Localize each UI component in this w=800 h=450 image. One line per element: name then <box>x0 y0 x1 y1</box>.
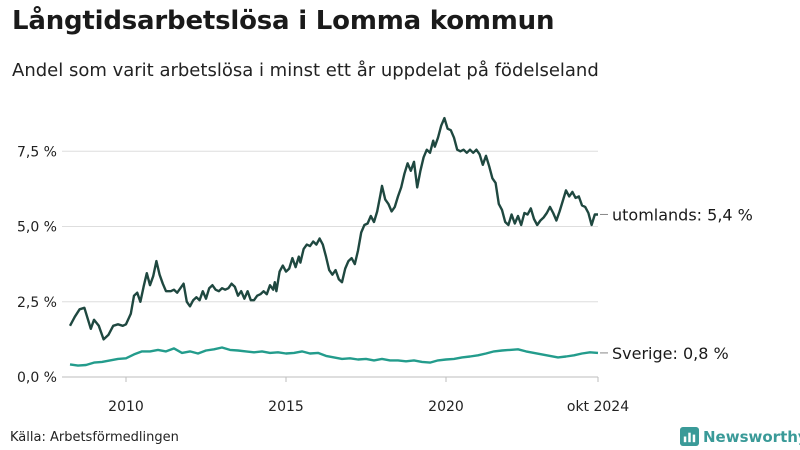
x-tick-label: okt 2024 <box>567 399 629 415</box>
y-tick-label: 5,0 % <box>17 220 57 236</box>
chart-title: Långtidsarbetslösa i Lomma kommun <box>12 6 555 36</box>
series-line-utomlands <box>68 116 598 341</box>
series-lines <box>68 116 599 367</box>
series-end-label-utomlands: utomlands: 5,4 % <box>612 205 753 224</box>
brand-logo: Newsworthy <box>680 427 800 446</box>
y-tick-label: 7,5 % <box>17 144 57 160</box>
series-end-label-sverige: Sverige: 0,8 % <box>612 344 729 363</box>
x-axis-labels: 2010 2015 2020 okt 2024 <box>108 377 629 415</box>
chart-subtitle: Andel som varit arbetslösa i minst ett å… <box>12 60 599 81</box>
y-tick-label: 2,5 % <box>17 295 57 311</box>
newsworthy-logo-icon <box>680 427 699 446</box>
series-line-sverige <box>69 346 599 367</box>
x-tick-label: 2010 <box>108 399 144 415</box>
series-end-labels: utomlands: 5,4 % Sverige: 0,8 % <box>600 205 753 363</box>
y-axis-labels: 0,0 % 2,5 % 5,0 % 7,5 % <box>17 144 57 386</box>
x-tick-label: 2015 <box>268 399 304 415</box>
y-tick-label: 0,0 % <box>17 370 57 386</box>
brand-name: Newsworthy <box>703 427 800 446</box>
x-tick-label: 2020 <box>428 399 464 415</box>
gridlines <box>62 150 598 378</box>
source-note: Källa: Arbetsförmedlingen <box>10 430 179 445</box>
